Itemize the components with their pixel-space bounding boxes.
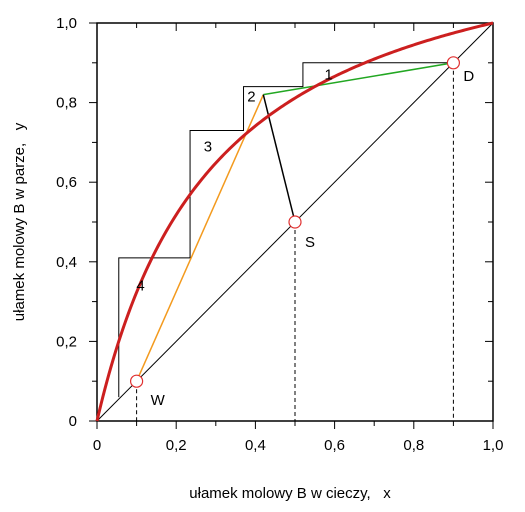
stage-label-2: 2 — [247, 89, 255, 106]
point-marker-w — [130, 374, 144, 388]
equilibrium-curve — [95, 21, 494, 422]
x-tick-label: 0,4 — [245, 437, 266, 454]
markers-layer — [130, 56, 460, 388]
x-tick-label: 1,0 — [483, 437, 504, 454]
rectifying-operating-line — [263, 62, 454, 96]
point-marker-d — [446, 56, 460, 70]
stage-label-1: 1 — [324, 67, 332, 84]
x-tick-label: 0,2 — [166, 437, 187, 454]
stripping-operating-line — [135, 94, 265, 382]
axes-layer: 00 0,2 0,2 0,4 0,4 0,6 0,6 0,8 0,8 1,0 1,0 — [56, 15, 503, 454]
x-tick-label: 0,8 — [403, 437, 424, 454]
y-tick-label: 0,4 — [56, 254, 77, 271]
x-tick-label: 0 — [93, 437, 101, 454]
point-label-d: D — [463, 68, 474, 85]
stage-label-4: 4 — [136, 278, 144, 295]
y-tick-label: 0,8 — [56, 95, 77, 112]
y-tick-label: 0,2 — [56, 333, 77, 350]
point-label-w: W — [151, 392, 166, 409]
lines-layer — [95, 21, 494, 422]
q-line — [262, 94, 296, 223]
point-marker-s — [288, 215, 302, 229]
x-tick-label: 0,6 — [324, 437, 345, 454]
y-tick-label: 0,6 — [56, 174, 77, 191]
stage-steps — [118, 62, 454, 398]
stage-label-3: 3 — [204, 138, 212, 155]
y-axis-title: ułamek molowy B w parze, y — [11, 122, 28, 321]
y-tick-label: 0 — [69, 413, 77, 430]
x-axis-title: ułamek molowy B w cieczy, x — [189, 485, 391, 502]
point-label-s: S — [305, 234, 315, 251]
y-tick-label: 1,0 — [56, 15, 77, 32]
labels-layer: D S W 1 2 3 4 — [136, 67, 474, 409]
